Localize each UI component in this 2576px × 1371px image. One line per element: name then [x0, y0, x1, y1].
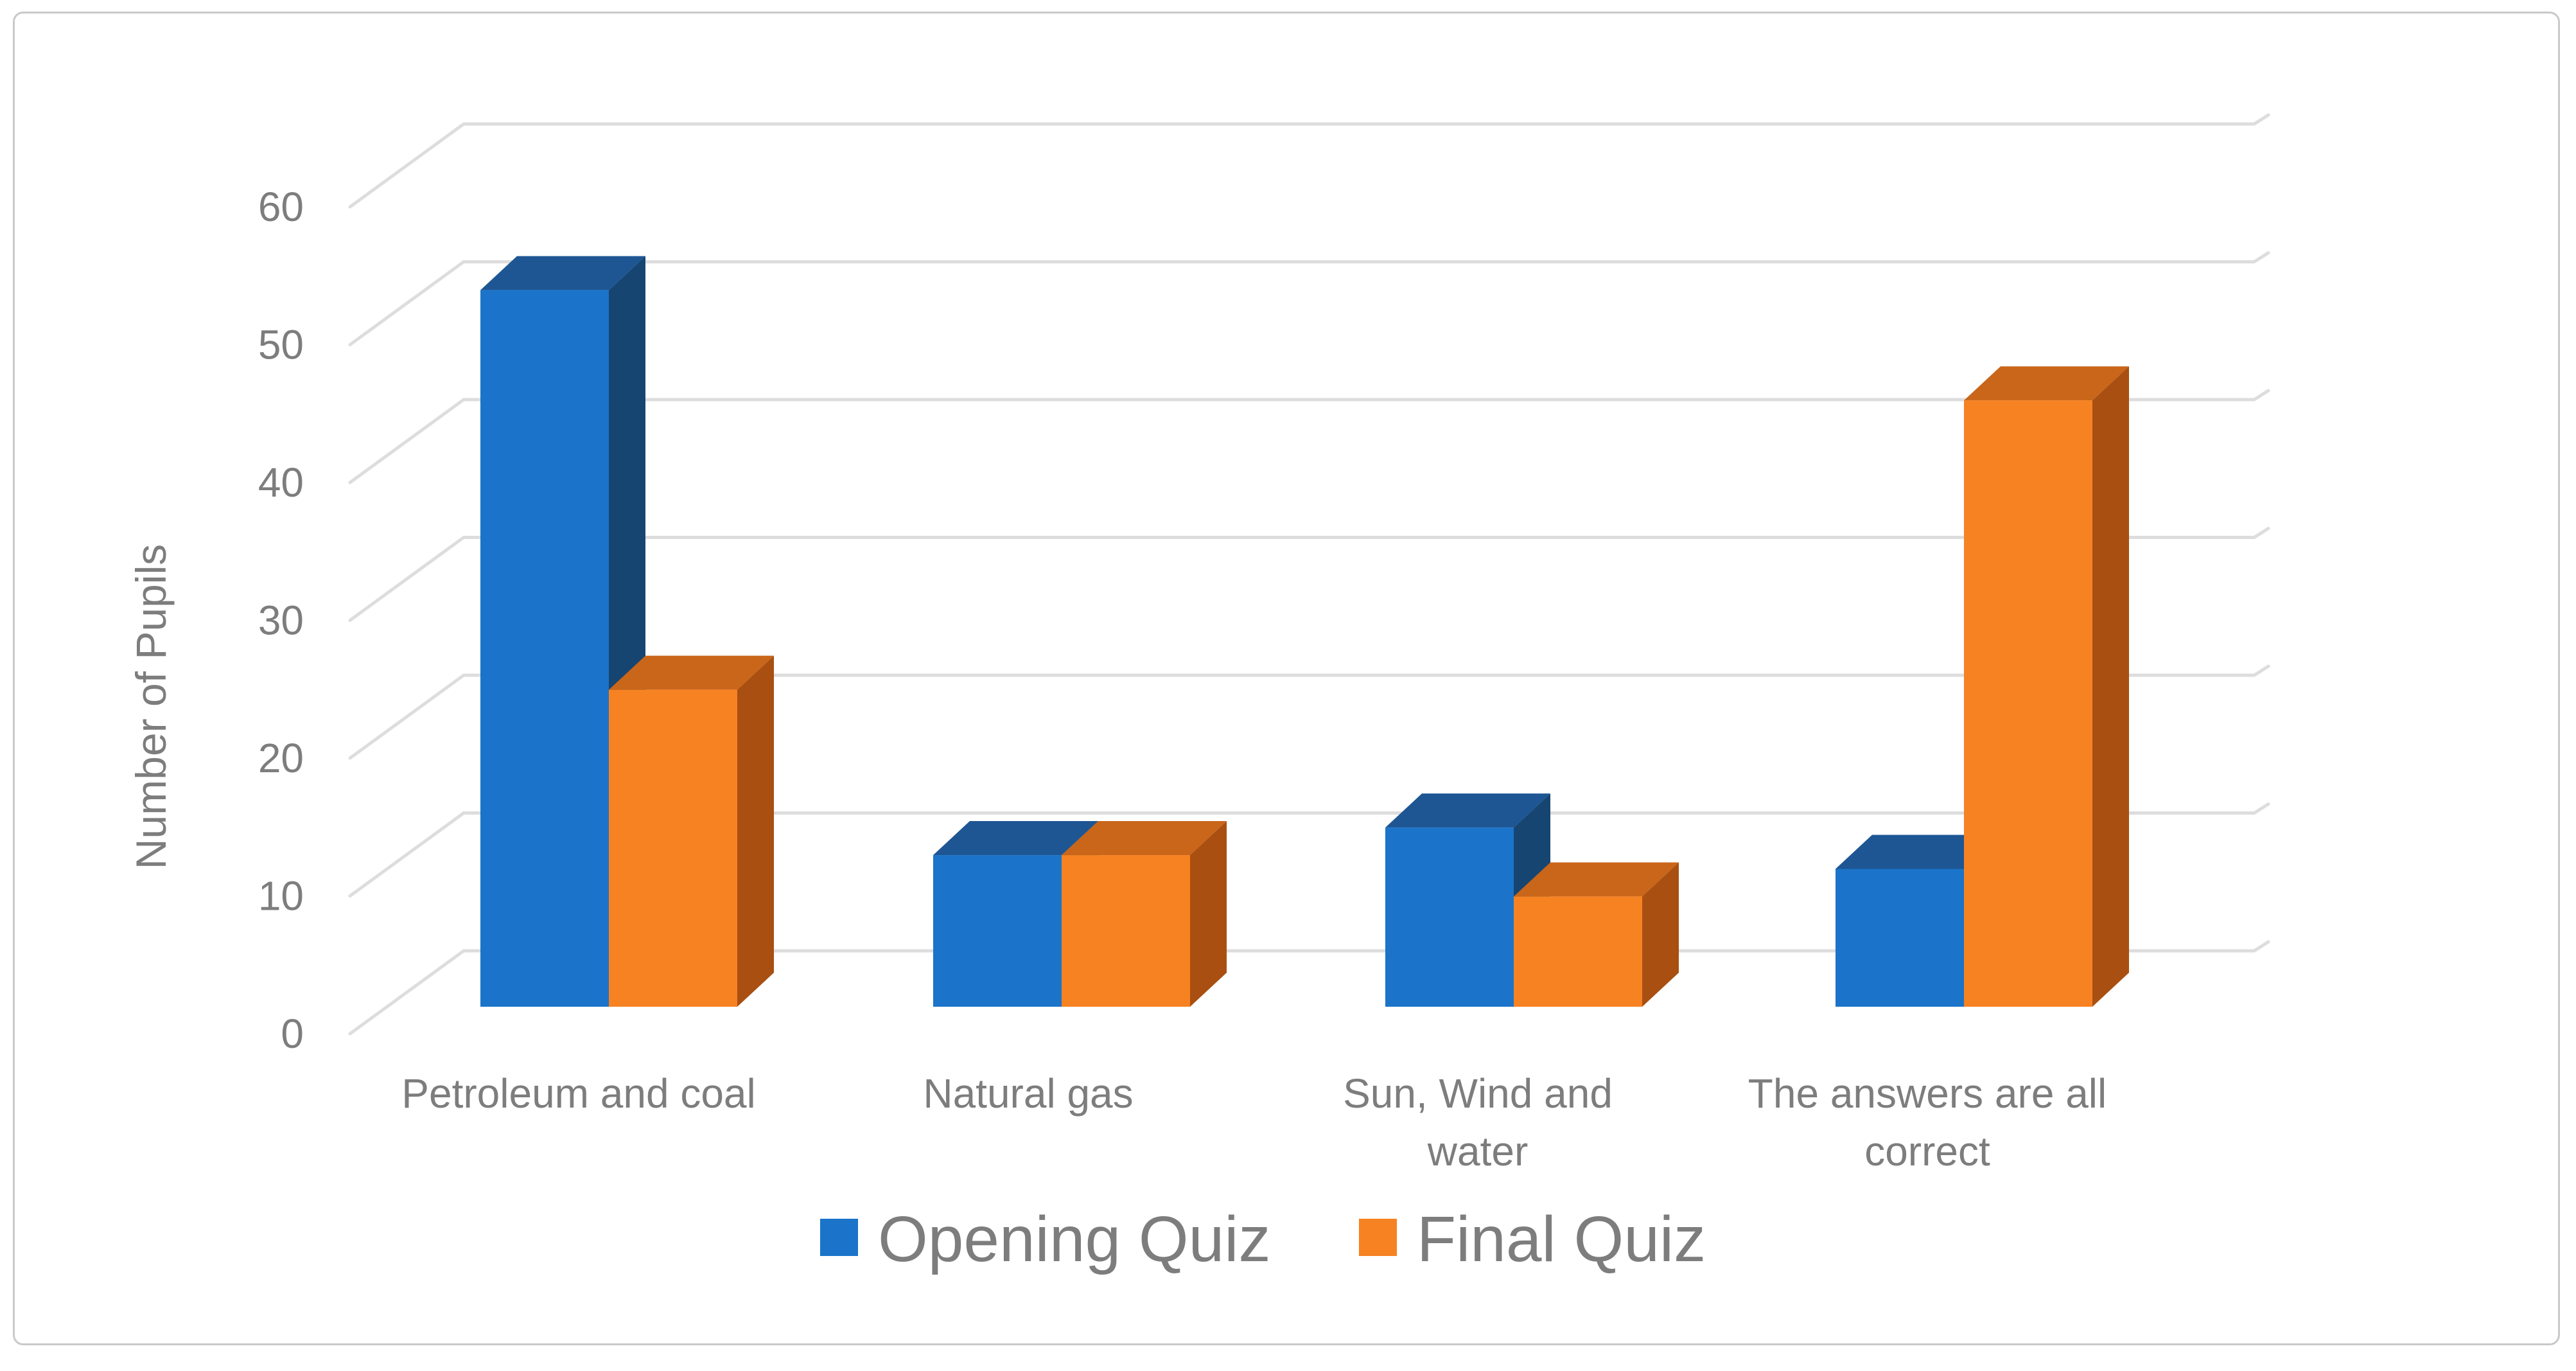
x-category-label-line: Sun, Wind and	[1343, 1070, 1613, 1117]
x-category-label-line: Petroleum and coal	[401, 1070, 755, 1117]
bar-side-face	[2092, 366, 2129, 1007]
bar-final-quiz-the-answers-are-all-correct	[1964, 366, 2129, 1007]
y-axis-title: Number of Pupils	[127, 544, 175, 869]
x-axis-category-labels: Petroleum and coal Natural gas Sun, Wind a…	[401, 1070, 2107, 1174]
x-category-label-line: correct	[1864, 1128, 1990, 1174]
bars-group	[480, 256, 2129, 1007]
bar-top-face	[480, 256, 645, 290]
x-category-label-line: Natural gas	[923, 1070, 1133, 1117]
x-category-label-petroleum-and-coal: Petroleum and coal	[401, 1070, 755, 1117]
bar-final-quiz-petroleum-and-coal	[609, 655, 774, 1007]
x-category-label-natural-gas: Natural gas	[923, 1070, 1133, 1117]
bar-top-face	[1385, 793, 1550, 828]
bar-front-face	[609, 689, 737, 1007]
bar-top-face	[1836, 835, 2001, 869]
y-tick-label-10: 10	[258, 873, 304, 919]
y-tick-label-0: 0	[281, 1011, 304, 1057]
bar-front-face	[1964, 400, 2092, 1007]
bar-final-quiz-sun-wind-and-water	[1514, 862, 1679, 1007]
bar-final-quiz-natural-gas	[1062, 821, 1227, 1007]
gridline-10	[348, 802, 2270, 898]
legend-swatch-opening-quiz	[820, 1219, 858, 1256]
bar-top-face	[1964, 366, 2129, 401]
bar-side-face	[737, 655, 774, 1007]
bar-front-face	[1514, 896, 1642, 1007]
y-tick-label-20: 20	[258, 735, 304, 781]
legend-label-final-quiz: Final Quiz	[1417, 1203, 1706, 1275]
bar-top-face	[933, 821, 1098, 856]
y-tick-label-60: 60	[258, 184, 304, 230]
gridline-60	[348, 113, 2270, 209]
bar-top-face	[1062, 821, 1227, 856]
y-axis-tick-labels: 0 10 20 30 40 50 60	[258, 184, 304, 1057]
bar-side-face	[1190, 821, 1227, 1007]
legend: Opening Quiz Final Quiz	[820, 1203, 1706, 1275]
x-category-label-line: The answers are all	[1748, 1070, 2107, 1117]
gridlines-group	[348, 113, 2270, 1036]
bar-front-face	[480, 290, 609, 1007]
bar-side-face	[1642, 862, 1679, 1007]
legend-swatch-final-quiz	[1359, 1219, 1397, 1256]
bar-front-face	[1062, 855, 1190, 1007]
chart-border	[13, 12, 2560, 1345]
legend-label-opening-quiz: Opening Quiz	[878, 1203, 1270, 1275]
gridline-30	[348, 527, 2270, 622]
bar-top-face	[609, 655, 774, 690]
gridline-50	[348, 251, 2270, 346]
gridline-0	[348, 940, 2270, 1036]
bar-front-face	[1836, 869, 1964, 1007]
y-tick-label-50: 50	[258, 322, 304, 368]
gridline-40	[348, 389, 2270, 484]
y-tick-label-40: 40	[258, 459, 304, 506]
bar-front-face	[1385, 827, 1514, 1007]
x-category-label-line: water	[1427, 1128, 1529, 1174]
y-tick-label-30: 30	[258, 597, 304, 644]
x-category-label-the-answers-are-all-correct: The answers are all correct	[1748, 1070, 2107, 1174]
gridline-20	[348, 664, 2270, 760]
x-category-label-sun-wind-and-water: Sun, Wind and water	[1343, 1070, 1613, 1174]
bar-front-face	[933, 855, 1062, 1007]
bar-top-face	[1514, 862, 1679, 897]
